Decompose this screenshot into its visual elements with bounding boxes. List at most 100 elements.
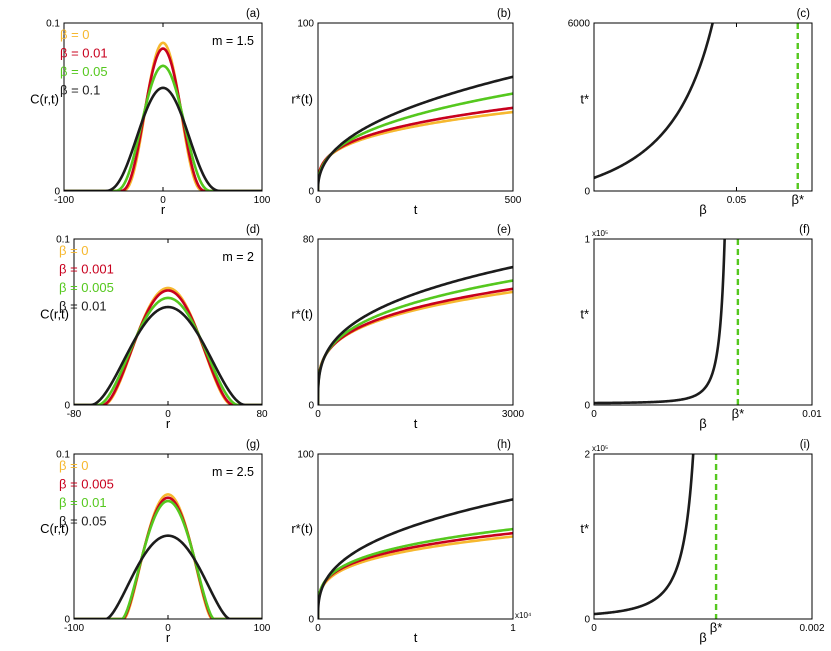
beta-star-label-c: β* <box>791 192 804 207</box>
legend-entry-g-1: β = 0.005 <box>59 477 114 492</box>
plot-frame-h <box>317 453 514 620</box>
series-line-a-0-1 <box>64 86 262 191</box>
x-tick-label-d-1: 0 <box>165 409 171 420</box>
beta-star-label-i: β* <box>710 620 723 635</box>
x-tick-label-a-1: 0 <box>160 195 166 206</box>
series-line-f-t <box>594 239 726 405</box>
y-tick-label-a-0: 0 <box>54 187 60 198</box>
x-axis-label-e: t <box>414 416 418 431</box>
legend-entry-d-0: β = 0 <box>59 243 89 258</box>
y-axis-label-c: t* <box>580 92 589 107</box>
series-line-c-t <box>594 23 714 180</box>
x-tick-label-i-1: 0.002 <box>799 623 824 634</box>
panel-label-g: (g) <box>246 439 260 451</box>
series-line-e-0-01 <box>318 265 513 405</box>
panel-i: β* 0 0.002 0 2 β t* (i) x10⁵ <box>580 439 825 645</box>
series-line-a-0-05 <box>64 64 262 191</box>
panel-label-d: (d) <box>246 224 260 236</box>
x-axis-label-g: r <box>166 630 171 645</box>
y-tick-label-g-1: 0.1 <box>56 450 70 461</box>
x-tick-label-c-0: 0.05 <box>727 195 747 206</box>
series-line-g-0-005 <box>74 496 262 619</box>
y-axis-label-b: r*(t) <box>291 92 313 107</box>
y-axis-label-h: r*(t) <box>291 521 313 536</box>
legend-d: β = 0 β = 0.001 β = 0.005 β = 0.01 <box>59 243 114 314</box>
x-tick-label-h-0: 0 <box>315 623 321 634</box>
x-tick-label-f-1: 0.01 <box>802 409 822 420</box>
y-tick-label-b-1: 100 <box>297 19 314 30</box>
legend-entry-d-2: β = 0.005 <box>59 280 114 295</box>
series-line-d-0-005 <box>74 296 262 405</box>
m-annotation-g: m = 2.5 <box>212 465 254 479</box>
y-tick-label-e-0: 0 <box>308 401 314 412</box>
series-line-g-0-01 <box>74 499 262 619</box>
panel-label-e: (e) <box>497 224 511 236</box>
legend-entry-g-0: β = 0 <box>59 458 89 473</box>
x-tick-label-d-2: 80 <box>256 409 268 420</box>
legend-entry-a-1: β = 0.01 <box>60 46 108 61</box>
series-line-b-0-05 <box>318 92 513 191</box>
y-tick-label-h-0: 0 <box>308 615 314 626</box>
series-line-b-0-1 <box>318 75 513 191</box>
legend-g: β = 0 β = 0.005 β = 0.01 β = 0.05 <box>59 458 114 529</box>
series-line-h-0 <box>318 535 513 619</box>
series-line-d-0-01 <box>74 305 262 405</box>
legend-entry-a-0: β = 0 <box>60 27 90 42</box>
panel-label-i: (i) <box>800 439 810 451</box>
y-tick-label-e-1: 80 <box>303 235 315 246</box>
y-axis-label-i: t* <box>580 521 589 536</box>
y-axis-label-e: r*(t) <box>291 307 313 322</box>
beta-star-label-f: β* <box>732 406 745 421</box>
y-tick-label-g-0: 0 <box>64 615 70 626</box>
y-tick-label-d-0: 0 <box>64 401 70 412</box>
x-tick-label-a-2: 100 <box>254 195 271 206</box>
series-line-g-0 <box>74 493 262 619</box>
series-line-a-0-01 <box>64 47 262 191</box>
x-tick-label-d-0: -80 <box>67 409 82 420</box>
y-axis-label-g: C(r,t) <box>40 521 69 536</box>
x-axis-label-i: β <box>699 630 706 645</box>
x-axis-label-d: r <box>166 416 171 431</box>
legend-entry-g-2: β = 0.01 <box>59 495 107 510</box>
legend-entry-a-2: β = 0.05 <box>60 64 108 79</box>
plot-frame-e <box>317 238 514 406</box>
multiplier-label-h: x10⁴ <box>515 611 532 620</box>
x-tick-label-b-0: 0 <box>315 195 321 206</box>
m-annotation-a: m = 1.5 <box>212 34 254 48</box>
y-tick-label-d-1: 0.1 <box>56 235 70 246</box>
y-tick-label-f-0: 0 <box>584 401 590 412</box>
x-tick-label-g-1: 0 <box>165 623 171 634</box>
series-line-g-0-05 <box>74 534 262 619</box>
x-tick-label-e-1: 3000 <box>502 409 525 420</box>
series-line-a-0 <box>64 41 262 191</box>
panel-e: 0 3000 0 80 t r*(t) (e) <box>291 224 524 431</box>
multiplier-label-i: x10⁵ <box>592 444 608 453</box>
panel-h: 0 1 0 100 t r*(t) (h) x10⁴ <box>291 439 532 645</box>
x-tick-label-i-0: 0 <box>591 623 597 634</box>
panel-label-a: (a) <box>246 8 260 20</box>
x-axis-label-b: t <box>414 202 418 217</box>
panel-label-c: (c) <box>797 8 811 20</box>
legend-entry-a-3: β = 0.1 <box>60 83 100 98</box>
x-tick-label-f-0: 0 <box>591 409 597 420</box>
series-line-e-0-005 <box>318 279 513 405</box>
x-axis-label-h: t <box>414 630 418 645</box>
panel-label-h: (h) <box>497 439 511 451</box>
plot-frame-c <box>593 22 813 192</box>
y-tick-label-f-1: 1 <box>584 235 590 246</box>
y-tick-label-c-0: 0 <box>584 187 590 198</box>
x-tick-label-g-2: 100 <box>254 623 271 634</box>
y-tick-label-c-1: 6000 <box>568 19 591 30</box>
plot-frame-i <box>593 453 813 620</box>
m-annotation-d: m = 2 <box>222 250 254 264</box>
y-tick-label-h-1: 100 <box>297 450 314 461</box>
y-tick-label-a-1: 0.1 <box>46 19 60 30</box>
series-line-d-0-001 <box>74 289 262 405</box>
y-tick-label-i-1: 2 <box>584 450 590 461</box>
panel-c: β* 0.05 0 6000 β t* (c) <box>568 8 813 217</box>
x-axis-label-a: r <box>161 202 166 217</box>
x-tick-label-b-1: 500 <box>505 195 522 206</box>
